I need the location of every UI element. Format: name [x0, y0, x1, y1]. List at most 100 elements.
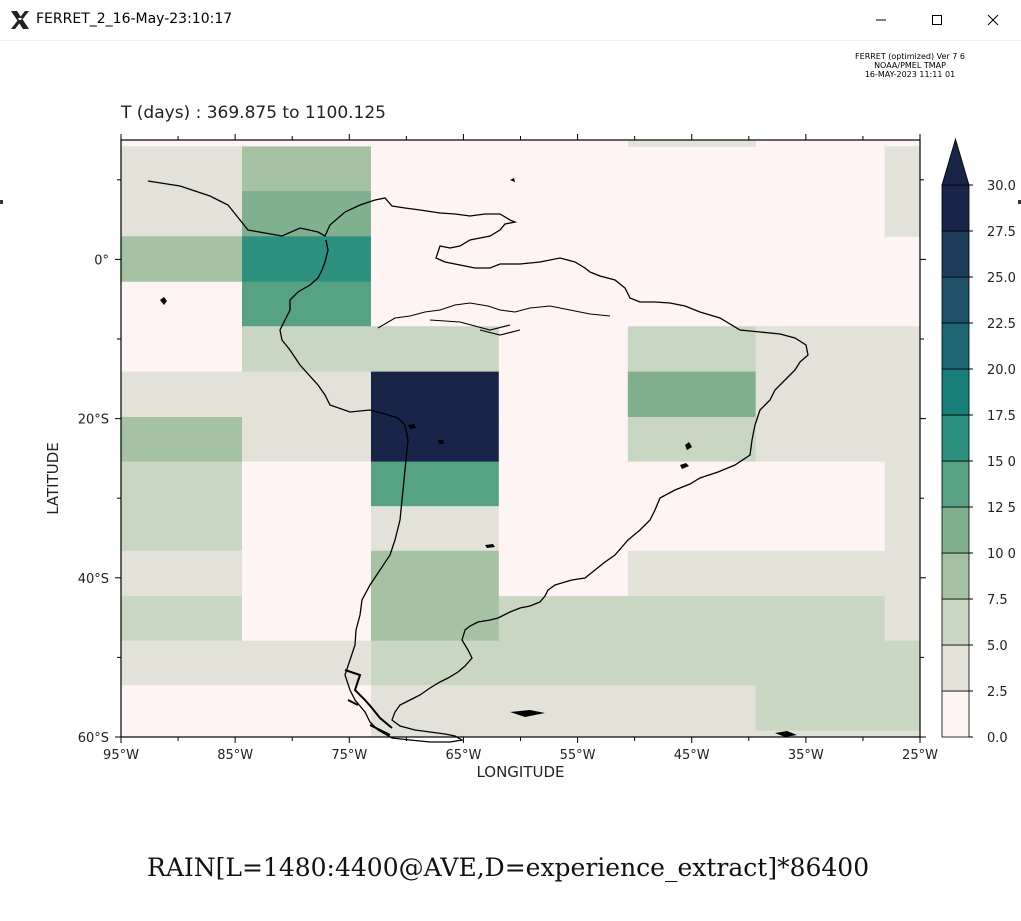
caribbean-coast	[377, 302, 611, 336]
colorbar-swatch	[941, 230, 970, 278]
heatmap-cell	[370, 640, 921, 686]
heatmap-cell	[884, 506, 921, 552]
island-5	[510, 710, 545, 717]
heatmap-cell	[370, 417, 500, 463]
stamp-line-2: NOAA/PMEL TMAP	[874, 61, 946, 70]
colorbar-swatch	[941, 414, 970, 462]
close-icon	[987, 14, 999, 26]
x11-icon	[11, 11, 29, 29]
heatmap-cell	[755, 417, 921, 463]
heatmap-cell	[498, 371, 629, 418]
heatmap-cell	[241, 236, 372, 283]
colorbar-swatch	[941, 276, 970, 324]
colorbar-label: 17.5	[987, 409, 1016, 424]
colorbar-swatch	[941, 552, 970, 600]
island-7	[485, 544, 495, 548]
heatmap-cell	[370, 461, 500, 507]
heatmap-cell	[370, 146, 886, 192]
heatmap-cell	[121, 550, 243, 597]
south-america-coastline	[147, 180, 809, 743]
time-range-subtitle: T (days) : 369.875 to 1100.125	[121, 103, 387, 123]
heatmap-cell	[498, 417, 629, 463]
heatmap-cell	[121, 146, 243, 192]
maximize-button[interactable]	[909, 0, 965, 40]
x-tick-label: 65°W	[445, 748, 481, 763]
heatmap-cell	[241, 417, 372, 463]
colorbar-label: 30.0	[987, 179, 1016, 194]
heatmap-cell	[884, 596, 921, 642]
coastline	[147, 178, 809, 743]
heatmap-cell	[241, 146, 372, 192]
heatmap-cell	[241, 326, 500, 373]
island-6	[775, 731, 797, 737]
x-tick-label: 35°W	[788, 748, 824, 763]
y-tick-label: 40°S	[78, 572, 109, 587]
heatmap-cell	[241, 506, 372, 552]
colorbar-swatch	[941, 322, 970, 370]
x-tick-label: 55°W	[560, 748, 596, 763]
heatmap-cell	[241, 550, 372, 597]
heatmap-cell	[121, 236, 243, 283]
minimize-button[interactable]	[853, 0, 909, 40]
y-tick-label: 0°	[94, 253, 109, 268]
colorbar-swatch	[941, 506, 970, 554]
heatmap-cell	[121, 506, 243, 552]
x-axis-label: LONGITUDE	[476, 763, 564, 781]
rain-heatmap-chart: 95°W 85°W 75°W 65°W 55°W 45°W 35°W 25°W 0° 20°S 40…	[44, 134, 1016, 781]
heatmap-cell	[121, 417, 243, 463]
heatmap-cell	[121, 326, 243, 373]
heatmap-cell	[884, 461, 921, 507]
heatmap-cell	[370, 371, 500, 418]
x-tick-label: 75°W	[331, 748, 367, 763]
heatmap-cell	[121, 461, 243, 507]
heatmap-cell	[121, 281, 243, 327]
colorbar-label: 10 0	[987, 547, 1016, 562]
colorbar-label: 22.5	[987, 317, 1016, 332]
heatmap-cell	[370, 550, 500, 597]
heatmap-cell	[498, 326, 629, 373]
heatmap-cell	[370, 506, 500, 552]
y-axis-label: LATITUDE	[44, 442, 62, 515]
island-9	[438, 440, 444, 444]
patagonia-islands	[344, 669, 393, 736]
colorbar-label: 20.0	[987, 363, 1016, 378]
colorbar-label: 25.0	[987, 271, 1016, 286]
minimize-icon	[876, 19, 886, 21]
x-tick-label: 25°W	[902, 748, 938, 763]
heatmap-cell	[121, 685, 372, 738]
close-button[interactable]	[965, 0, 1021, 40]
axes: 95°W 85°W 75°W 65°W 55°W 45°W 35°W 25°W 0° 20°S 40…	[44, 134, 938, 781]
colorbar-swatch	[941, 690, 970, 738]
heatmap-cell	[755, 685, 921, 732]
island-8	[408, 424, 416, 429]
colorbar: 0.0 2.5 5.0 7.5 10 0 12 5 15 0 17.5 20.0 22.5 25.0…	[941, 137, 1016, 746]
window-titlebar[interactable]: FERRET_2_16-May-23:10:17	[0, 0, 1021, 41]
heatmap-cell	[241, 596, 372, 642]
heatmap-cell	[498, 550, 629, 597]
heatmap-cell	[121, 190, 243, 237]
heatmap-cell	[241, 281, 372, 327]
heatmap-cell	[498, 596, 886, 642]
colorbar-swatch	[941, 460, 970, 508]
heatmap-cell	[370, 281, 921, 327]
colorbar-swatch	[941, 644, 970, 692]
window-title: FERRET_2_16-May-23:10:17	[36, 11, 233, 27]
x-tick-label: 45°W	[674, 748, 710, 763]
island-1	[160, 297, 167, 305]
colorbar-label: 0.0	[987, 731, 1008, 746]
colorbar-label: 5.0	[987, 639, 1008, 654]
colorbar-swatch	[941, 368, 970, 416]
heatmap-cell	[627, 417, 757, 463]
x-tick-label: 85°W	[217, 748, 253, 763]
heatmap-cell	[121, 640, 372, 686]
island-2	[510, 178, 515, 182]
heatmap-cell	[121, 371, 372, 418]
colorbar-label: 7.5	[987, 593, 1008, 608]
heatmap-cell	[627, 326, 757, 373]
heatmap-cell	[121, 596, 243, 642]
colorbar-label: 15 0	[987, 455, 1016, 470]
variable-title: RAIN[L=1480:4400@AVE,D=experience_extrac…	[147, 853, 870, 882]
colorbar-label: 12 5	[987, 501, 1016, 516]
island-4	[680, 463, 689, 469]
heatmap-cell	[370, 685, 757, 738]
